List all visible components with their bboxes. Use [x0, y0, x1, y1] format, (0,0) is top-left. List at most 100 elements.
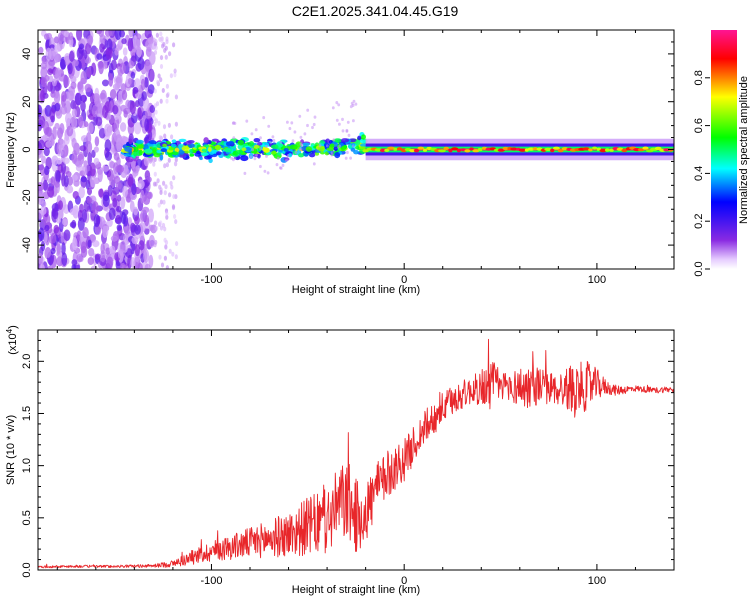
- heatmap-cell-noise: [71, 115, 78, 130]
- heatmap-cell-noise: [114, 30, 122, 41]
- heatmap-cell-noise: [71, 259, 78, 266]
- heatmap-cell-wisp: [325, 144, 329, 148]
- heatmap-cell-sparse: [169, 73, 173, 79]
- heatmap-cell-sparse: [152, 157, 156, 163]
- heatmap-cell-carrier: [544, 147, 552, 151]
- heatmap-cell-noise: [61, 242, 66, 256]
- heatmap-cell-wisp: [232, 136, 236, 140]
- heatmap-cell-noise: [147, 37, 154, 45]
- heatmap-cell-band: [200, 152, 209, 156]
- heatmap-cell-noise: [123, 214, 129, 228]
- heatmap-cell-wisp: [279, 140, 283, 144]
- colorbar-tick-label: 0.2: [693, 214, 705, 229]
- heatmap-cell-noise: [86, 187, 93, 196]
- heatmap-cell-noise: [42, 179, 48, 191]
- heatmap-cell-carrier: [417, 146, 425, 150]
- heatmap-cell-band: [355, 139, 361, 146]
- heatmap-cell-noise: [66, 185, 74, 194]
- heatmap-cell-wisp: [354, 102, 358, 106]
- heatmap-cell-wisp: [352, 99, 356, 103]
- heatmap-cell-noise: [53, 51, 59, 64]
- heatmap-cell-band: [201, 148, 207, 152]
- heatmap-cell-noise: [133, 38, 141, 50]
- heatmap-cell-sparse: [155, 32, 159, 38]
- snr-frame: [37, 329, 675, 571]
- heatmap-cell-noise: [148, 224, 154, 232]
- heatmap-cell-carrier: [448, 149, 453, 153]
- heatmap-cell-noise: [63, 55, 71, 66]
- heatmap-cell-noise: [105, 47, 112, 60]
- heatmap-cell-noise: [48, 75, 54, 82]
- heatmap-cell-wisp: [293, 130, 297, 134]
- heatmap-cell-sparse: [174, 157, 178, 163]
- heatmap-y-tick-label: 0: [21, 146, 33, 152]
- heatmap-cell-wisp: [265, 154, 268, 158]
- heatmap-cell-noise: [99, 92, 106, 100]
- heatmap-cell-carrier: [592, 146, 598, 150]
- heatmap-cell-noise: [53, 224, 60, 234]
- heatmap-cell-wisp: [352, 119, 355, 123]
- heatmap-cell-carrier: [413, 149, 420, 153]
- heatmap-cell-sparse: [157, 202, 161, 208]
- heatmap-cell-wisp: [347, 133, 351, 137]
- heatmap-cell-carrier: [451, 147, 459, 151]
- heatmap-cell-noise: [54, 122, 60, 129]
- heatmap-cell-noise: [121, 38, 127, 45]
- heatmap-cell-wisp: [349, 156, 352, 160]
- heatmap-cell-sparse: [152, 181, 157, 187]
- heatmap-cell-noise: [144, 30, 152, 39]
- heatmap-cell-noise: [104, 151, 113, 161]
- heatmap-cell-noise: [109, 245, 116, 254]
- heatmap-cell-noise: [94, 253, 102, 260]
- heatmap-cell-carrier: [609, 148, 614, 152]
- heatmap-x-ticks: -100 0 100: [56, 30, 675, 286]
- heatmap-cell-noise: [101, 79, 110, 87]
- heatmap-cell-noise: [38, 104, 43, 118]
- heatmap-cell-carrier: [654, 146, 662, 150]
- heatmap-cell-band: [298, 153, 305, 158]
- heatmap-cell-noise: [108, 207, 116, 220]
- heatmap-cell-sparse: [163, 255, 167, 261]
- heatmap-cell-band: [302, 142, 311, 146]
- heatmap-cell-carrier: [477, 148, 483, 152]
- heatmap-cell-noise: [40, 77, 48, 88]
- heatmap-cell-noise: [120, 240, 126, 252]
- heatmap-cell-noise: [56, 256, 63, 267]
- heatmap-cell-noise: [85, 42, 92, 55]
- heatmap-cell-wisp: [330, 153, 334, 157]
- heatmap-cell-wisp: [351, 103, 355, 107]
- colorbar-label: Normalized spectral amplitude: [738, 76, 750, 224]
- heatmap-cell-noise: [132, 166, 140, 174]
- heatmap-cell-noise: [102, 105, 108, 119]
- heatmap-cell-noise: [63, 135, 70, 145]
- heatmap-cell-noise: [102, 194, 110, 207]
- heatmap-cell-noise: [143, 249, 150, 263]
- heatmap-cell-wisp: [255, 153, 258, 157]
- heatmap-cell-noise: [105, 247, 111, 255]
- heatmap-cell-noise: [47, 265, 54, 269]
- heatmap-cell-noise: [69, 208, 78, 216]
- heatmap-cell-sparse: [164, 184, 168, 190]
- heatmap-cell-noise: [76, 30, 83, 41]
- heatmap-cell-wisp: [351, 144, 355, 148]
- heatmap-cell-noise: [38, 46, 44, 54]
- heatmap-cell-band: [359, 138, 367, 144]
- heatmap-cell-sparse: [153, 50, 158, 55]
- heatmap-cell-wisp: [265, 144, 268, 148]
- heatmap-cell-sparse: [165, 214, 169, 220]
- heatmap-cell-noise: [59, 122, 65, 135]
- heatmap-cell-band: [188, 148, 193, 155]
- heatmap-cell-noise: [45, 140, 52, 148]
- heatmap-cell-noise: [106, 256, 114, 269]
- heatmap-cell-noise: [122, 233, 130, 245]
- heatmap-cell-wisp: [266, 171, 270, 175]
- heatmap-cell-noise: [104, 139, 112, 152]
- heatmap-cell-carrier: [552, 146, 560, 150]
- heatmap-cell-noise: [120, 262, 126, 269]
- colorbar-ticks: 0.0 0.2 0.4 0.6 0.8: [693, 70, 710, 277]
- svg-text:(x104): (x104): [5, 325, 19, 355]
- heatmap-cell-noise: [72, 190, 79, 200]
- heatmap-cell-noise: [87, 122, 94, 135]
- heatmap-x-tick-label: 100: [588, 274, 606, 286]
- heatmap-cell-noise: [68, 32, 74, 41]
